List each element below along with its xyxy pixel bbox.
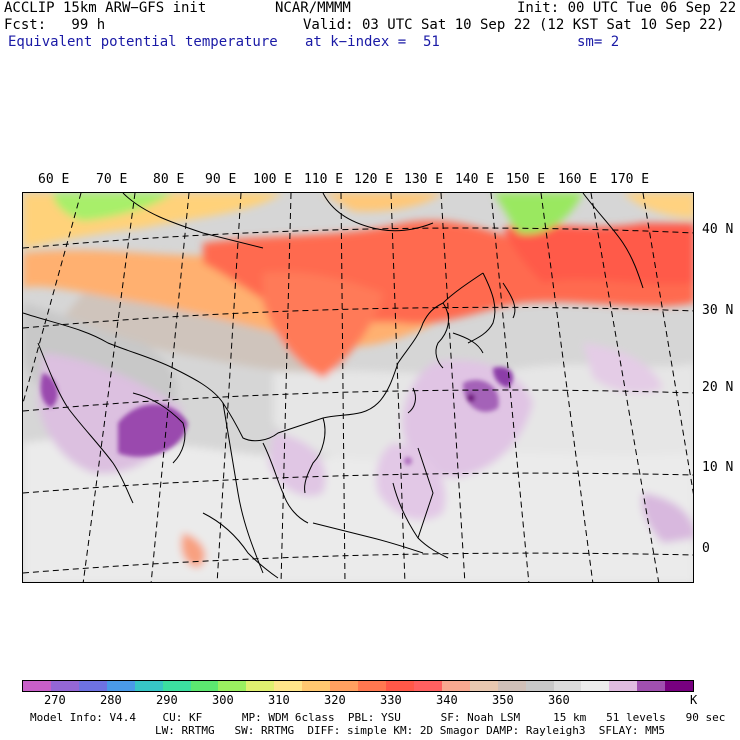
colorbar-segment bbox=[553, 681, 582, 691]
colorbar-segment bbox=[385, 681, 414, 691]
lon-label: 150 E bbox=[506, 172, 546, 187]
colorbar-tick-label: 320 bbox=[324, 693, 346, 707]
lat-label: 20 N bbox=[702, 380, 734, 395]
colorbar-tick-label: 290 bbox=[156, 693, 178, 707]
lon-label: 110 E bbox=[304, 172, 344, 187]
colorbar-segment bbox=[274, 681, 303, 691]
colorbar-segment bbox=[665, 681, 694, 691]
colorbar-tick-label: 330 bbox=[380, 693, 402, 707]
colorbar-segment bbox=[497, 681, 526, 691]
lon-label: 120 E bbox=[354, 172, 394, 187]
colorbar-tick-label: 340 bbox=[436, 693, 458, 707]
colorbar-segment bbox=[246, 681, 275, 691]
colorbar-tick-label: 310 bbox=[268, 693, 290, 707]
colorbar bbox=[22, 680, 694, 692]
level-info: at k−index = 51 bbox=[305, 34, 440, 50]
center-name: NCAR/MMMM bbox=[275, 0, 351, 16]
model-title: ACCLIP 15km ARW−GFS init bbox=[4, 0, 207, 16]
colorbar-segment bbox=[609, 681, 638, 691]
colorbar-unit: K bbox=[690, 693, 698, 707]
lon-label: 60 E bbox=[38, 172, 70, 187]
colorbar-tick-label: 350 bbox=[492, 693, 514, 707]
colorbar-segment bbox=[469, 681, 498, 691]
graticule bbox=[23, 193, 693, 582]
colorbar-segment bbox=[134, 681, 163, 691]
colorbar-segment bbox=[23, 681, 51, 691]
lon-label: 140 E bbox=[455, 172, 495, 187]
lon-label: 100 E bbox=[253, 172, 293, 187]
lat-label: 40 N bbox=[702, 222, 734, 237]
colorbar-segment bbox=[50, 681, 79, 691]
colorbar-segment bbox=[106, 681, 135, 691]
lat-label: 30 N bbox=[702, 303, 734, 318]
colorbar-segment bbox=[190, 681, 219, 691]
colorbar-tick-label: 300 bbox=[212, 693, 234, 707]
lon-label: 170 E bbox=[610, 172, 650, 187]
colorbar-tick-label: 280 bbox=[100, 693, 122, 707]
colorbar-segment bbox=[162, 681, 191, 691]
colorbar-segment bbox=[441, 681, 470, 691]
colorbar-segment bbox=[330, 681, 359, 691]
theta-e-field-map bbox=[23, 193, 693, 582]
colorbar-segment bbox=[637, 681, 666, 691]
lon-label: 90 E bbox=[205, 172, 237, 187]
lat-label: 10 N bbox=[702, 460, 734, 475]
colorbar-segment bbox=[525, 681, 554, 691]
lon-label: 160 E bbox=[558, 172, 598, 187]
coastlines bbox=[23, 193, 644, 579]
colorbar-segment bbox=[581, 681, 610, 691]
valid-time: Valid: 03 UTC Sat 10 Sep 22 (12 KST Sat … bbox=[303, 17, 725, 33]
colorbar-segment bbox=[413, 681, 442, 691]
forecast-hour: Fcst: 99 h bbox=[4, 17, 106, 33]
model-info-line2: LW: RRTMG SW: RRTMG DIFF: simple KM: 2D … bbox=[155, 724, 665, 737]
lon-label: 80 E bbox=[153, 172, 185, 187]
colorbar-segment bbox=[78, 681, 107, 691]
field-name: Equivalent potential temperature bbox=[8, 34, 278, 50]
colorbar-segment bbox=[358, 681, 386, 691]
init-time: Init: 00 UTC Tue 06 Sep 22 bbox=[517, 0, 737, 16]
smoothing-info: sm= 2 bbox=[577, 34, 620, 50]
model-info-line1: Model Info: V4.4 CU: KF MP: WDM 6class P… bbox=[30, 711, 726, 724]
map-panel bbox=[22, 192, 694, 583]
colorbar-segment bbox=[302, 681, 331, 691]
colorbar-tick-label: 360 bbox=[548, 693, 570, 707]
lon-label: 130 E bbox=[404, 172, 444, 187]
colorbar-tick-label: 270 bbox=[44, 693, 66, 707]
lat-label: 0 bbox=[702, 541, 710, 556]
colorbar-segment bbox=[218, 681, 247, 691]
lon-label: 70 E bbox=[96, 172, 128, 187]
